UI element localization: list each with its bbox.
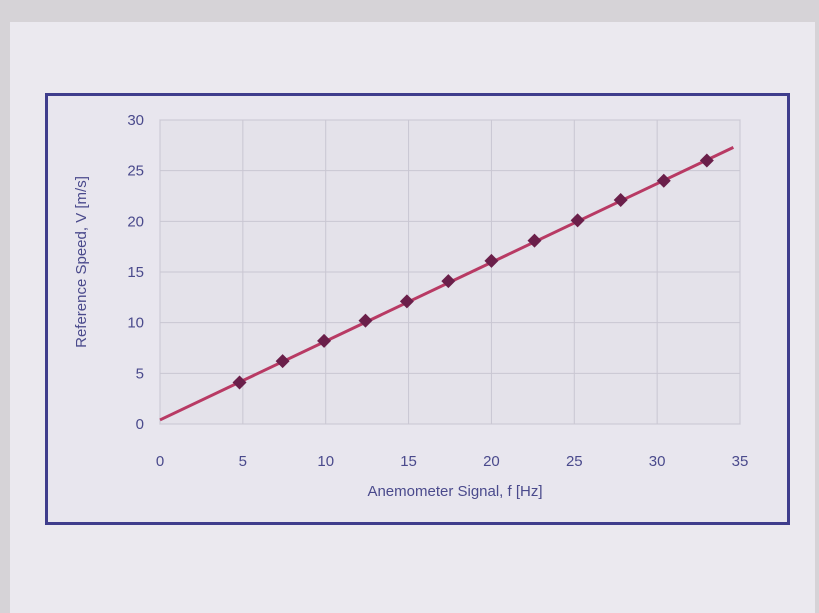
- data-point: [399, 294, 414, 309]
- data-point: [232, 375, 247, 390]
- grid-lines: [159, 119, 741, 425]
- x-tick-label: 25: [566, 453, 583, 470]
- x-tick-labels: 0 5 10 15 20 25 30 35: [156, 453, 749, 470]
- data-point: [441, 274, 456, 289]
- data-point: [317, 333, 332, 348]
- y-tick-label: 25: [127, 163, 144, 180]
- data-point: [699, 153, 714, 168]
- x-tick-label: 0: [156, 453, 164, 470]
- y-tick-label: 0: [136, 416, 144, 433]
- y-tick-labels: 0 5 10 15 20 25 30: [127, 112, 144, 433]
- x-tick-label: 35: [732, 453, 749, 470]
- x-tick-label: 30: [649, 453, 666, 470]
- y-tick-label: 5: [136, 365, 144, 382]
- x-tick-label: 15: [400, 453, 417, 470]
- data-point: [656, 173, 671, 188]
- data-point: [613, 193, 628, 208]
- y-tick-label: 30: [127, 112, 144, 129]
- data-point: [358, 313, 373, 328]
- data-point: [484, 253, 499, 268]
- x-axis-title: Anemometer Signal, f [Hz]: [367, 483, 542, 500]
- data-point: [275, 354, 290, 369]
- y-axis-title: Reference Speed, V [m/s]: [73, 176, 90, 348]
- x-tick-label: 10: [317, 453, 334, 470]
- y-tick-label: 15: [127, 264, 144, 281]
- data-points: [232, 153, 714, 390]
- data-point: [570, 213, 585, 228]
- y-tick-label: 10: [127, 315, 144, 332]
- data-point: [527, 233, 542, 248]
- x-tick-label: 20: [483, 453, 500, 470]
- x-tick-label: 5: [239, 453, 247, 470]
- y-tick-label: 20: [127, 213, 144, 230]
